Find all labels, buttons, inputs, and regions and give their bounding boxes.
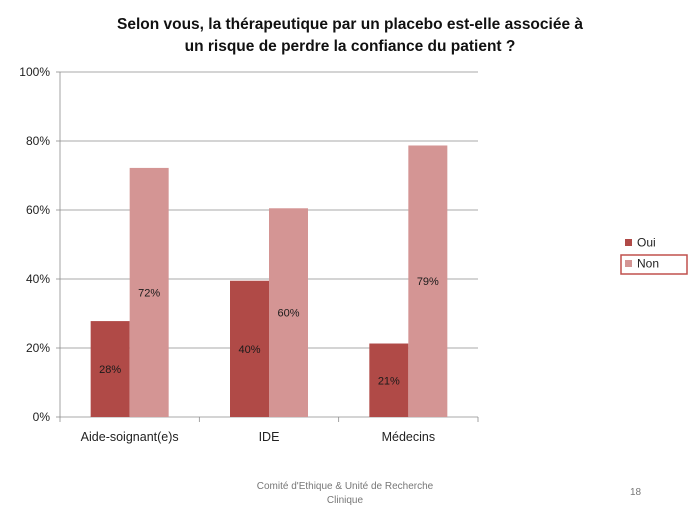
chart-title: Selon vous, la thérapeutique par un plac… xyxy=(40,14,660,58)
chart-title-line-1: Selon vous, la thérapeutique par un plac… xyxy=(116,16,583,33)
data-label: 79% xyxy=(417,276,439,288)
bars xyxy=(90,145,448,418)
data-label: 60% xyxy=(277,308,299,320)
bar-non-0 xyxy=(129,167,169,417)
bar-oui-0 xyxy=(90,321,130,417)
bar-non-2 xyxy=(408,145,448,418)
y-tick-label: 60% xyxy=(26,203,50,217)
tick-labels: 0% 20% 40% 60% 80% 100% Aide-soignant(e)s IDE Mé… xyxy=(19,65,435,444)
data-label: 21% xyxy=(378,375,400,387)
chart-title-line-2: un risque de perdre la confiance du pati… xyxy=(184,38,516,55)
legend-highlight-box xyxy=(620,254,688,275)
footer-line-2: Clinique xyxy=(326,495,364,506)
bar-oui-2 xyxy=(369,343,409,417)
y-tick-label: 20% xyxy=(26,341,50,355)
y-tick-label: 0% xyxy=(33,410,51,424)
legend: Oui Non xyxy=(620,236,688,275)
data-label: 28% xyxy=(99,364,121,376)
page-number: 18 xyxy=(630,487,642,498)
footer-line-1: Comité d'Ethique & Unité de Recherche xyxy=(256,481,434,492)
data-labels: 28% 72% 40% 60% 21% 79% xyxy=(99,276,439,387)
data-label: 72% xyxy=(138,287,160,299)
y-tick-label: 80% xyxy=(26,134,50,148)
bar-oui-1 xyxy=(230,280,269,417)
y-tick-label: 100% xyxy=(19,65,50,79)
legend-swatch-non xyxy=(625,260,632,267)
data-label: 40% xyxy=(238,344,260,356)
footer-credit: Comité d'Ethique & Unité de Recherche Cl… xyxy=(230,480,460,508)
y-tick-label: 40% xyxy=(26,272,50,286)
legend-swatch-oui xyxy=(625,239,632,246)
x-tick-label: Aide-soignant(e)s xyxy=(81,430,179,444)
x-tick-label: IDE xyxy=(259,430,280,444)
legend-label-non: Non xyxy=(637,257,659,271)
x-tick-label: Médecins xyxy=(382,430,436,444)
bar-non-1 xyxy=(269,208,308,417)
legend-label-oui: Oui xyxy=(637,236,656,250)
